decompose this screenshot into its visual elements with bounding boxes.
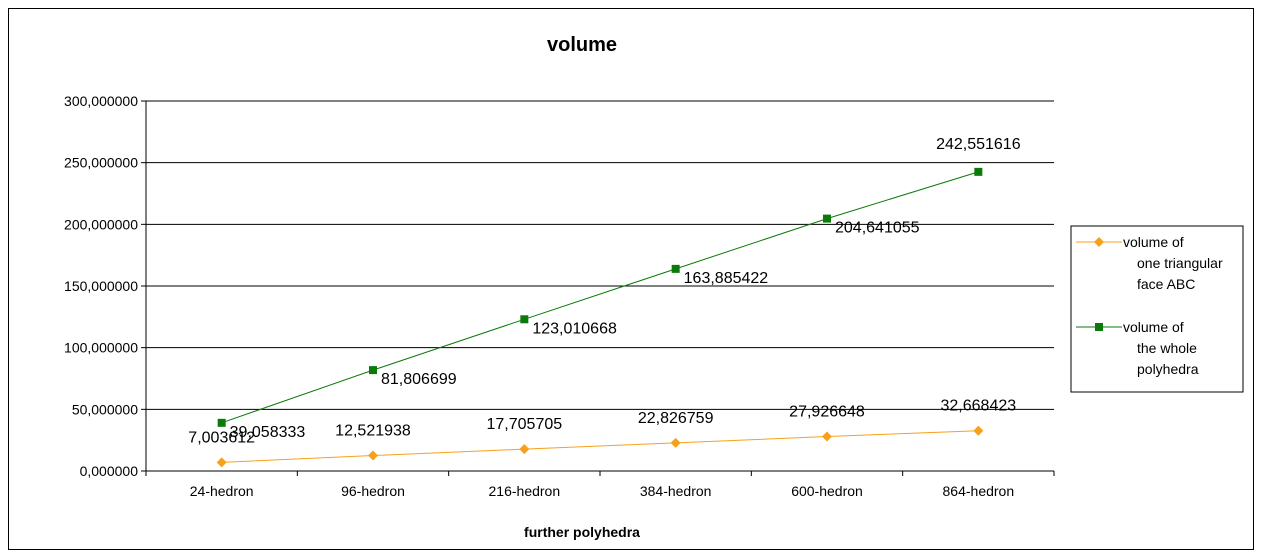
chart-title: volume	[547, 34, 617, 56]
data-label: 163,885422	[684, 270, 769, 287]
data-label: 39,058333	[230, 424, 306, 441]
x-tick-label: 216-hedron	[489, 483, 561, 499]
legend-swatch-marker	[1095, 323, 1103, 331]
legend-label: volume of	[1123, 319, 1184, 335]
data-label: 17,705705	[487, 416, 563, 433]
data-label: 204,641055	[835, 220, 920, 237]
y-tick-label: 250,000000	[64, 155, 138, 171]
y-tick-label: 150,000000	[64, 278, 138, 294]
x-tick-label: 600-hedron	[791, 483, 863, 499]
data-label: 32,668423	[941, 398, 1017, 415]
legend-entry-0: volume of one triangular face ABC	[1076, 234, 1223, 292]
data-point	[974, 167, 983, 176]
data-point	[973, 425, 984, 436]
data-point	[822, 431, 832, 442]
y-axis-ticks: 0,000000 50,000000 100,000000 150,000000 200…	[64, 93, 146, 479]
legend-entry-1: volume of the whole polyhedra	[1076, 319, 1199, 377]
data-point	[368, 450, 378, 461]
x-tick-label: 24-hedron	[190, 483, 254, 499]
gridlines	[146, 100, 1054, 410]
legend-label: face ABC	[1137, 276, 1195, 292]
data-point	[823, 214, 831, 223]
y-tick-label: 200,000000	[64, 216, 138, 232]
y-tick-label: 50,000000	[72, 401, 138, 417]
series-line	[221, 171, 979, 424]
series-line	[221, 430, 979, 463]
data-label: 12,521938	[335, 423, 411, 440]
x-axis-ticks: 24-hedron 96-hedron 216-hedron 384-hedron 60…	[145, 471, 1055, 499]
x-axis-label: further polyhedra	[524, 524, 640, 540]
legend-box	[1070, 225, 1244, 393]
x-tick-label: 96-hedron	[341, 483, 405, 499]
data-point	[369, 366, 377, 375]
series-1	[217, 167, 983, 427]
data-label: 27,926648	[789, 404, 865, 421]
chart-frame: volume 0,000000 50,000000 100,000000 150,00…	[8, 8, 1254, 550]
data-labels: 7,003612 12,521938 17,705705 22,826759 27,92…	[188, 136, 1020, 447]
data-point	[519, 444, 530, 455]
data-point	[671, 264, 680, 273]
legend-label: volume of	[1123, 234, 1184, 250]
legend-label: polyhedra	[1137, 361, 1199, 377]
y-tick-label: 300,000000	[64, 93, 138, 109]
chart-svg: volume 0,000000 50,000000 100,000000 150,00…	[64, 34, 1244, 540]
series-layer	[216, 167, 984, 468]
data-point	[520, 315, 529, 324]
data-label: 123,010668	[532, 320, 617, 337]
data-label: 242,551616	[936, 136, 1021, 153]
legend-label: one triangular	[1137, 255, 1223, 271]
data-point	[216, 457, 227, 468]
data-label: 7,003612	[188, 429, 255, 446]
series-0	[216, 425, 984, 468]
data-point	[670, 437, 681, 448]
legend-swatch-marker	[1094, 237, 1104, 247]
y-tick-label: 100,000000	[64, 340, 138, 356]
data-label: 22,826759	[638, 410, 714, 427]
data-label: 81,806699	[381, 371, 457, 388]
x-tick-label: 864-hedron	[943, 483, 1015, 499]
legend-label: the whole	[1137, 340, 1197, 356]
data-point	[217, 418, 226, 427]
y-tick-label: 0,000000	[80, 463, 139, 479]
x-tick-label: 384-hedron	[640, 483, 712, 499]
